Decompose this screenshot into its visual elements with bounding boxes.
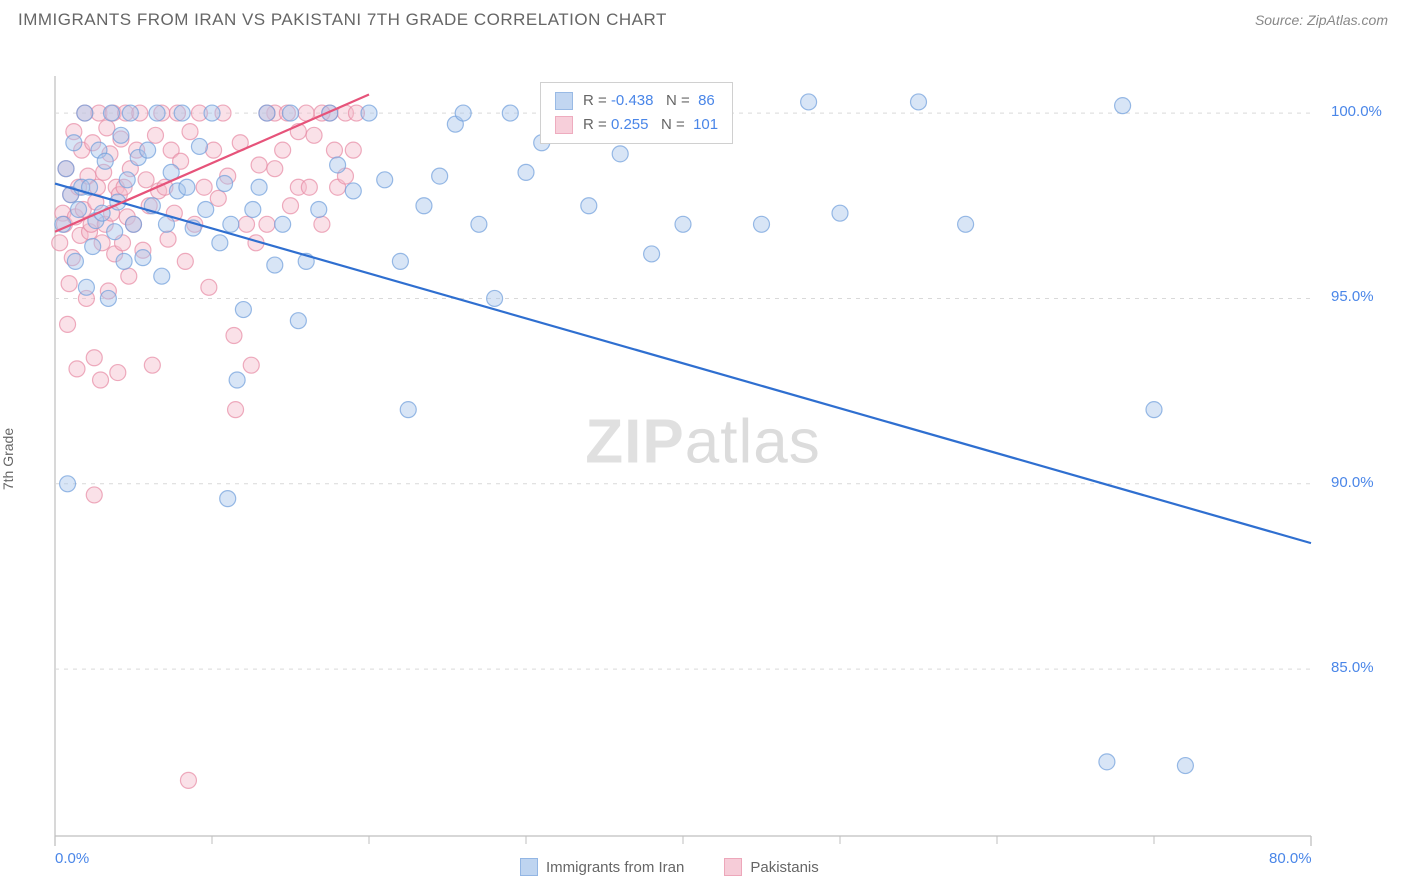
legend-swatch — [520, 858, 538, 876]
y-tick-label: 100.0% — [1331, 103, 1382, 120]
y-tick-label: 90.0% — [1331, 474, 1374, 491]
y-tick-label: 95.0% — [1331, 288, 1374, 305]
chart-area: 7th Grade ZIPatlas R = -0.438 N = 86R = … — [0, 34, 1406, 884]
x-tick-label: 80.0% — [1269, 850, 1312, 867]
legend-stats-box: R = -0.438 N = 86R = 0.255 N = 101 — [540, 82, 733, 144]
x-tick-label: 0.0% — [55, 850, 89, 867]
legend-label: Pakistanis — [750, 859, 818, 876]
y-axis-label: 7th Grade — [0, 428, 16, 490]
legend-swatch — [555, 92, 573, 110]
scatter-chart — [0, 34, 1406, 884]
legend-stat: R = 0.255 N = 101 — [583, 113, 718, 137]
legend-item: Immigrants from Iran — [520, 858, 684, 876]
legend-label: Immigrants from Iran — [546, 859, 684, 876]
legend-swatch — [555, 116, 573, 134]
legend-item: Pakistanis — [724, 858, 818, 876]
legend-stat: R = -0.438 N = 86 — [583, 89, 715, 113]
y-tick-label: 85.0% — [1331, 659, 1374, 676]
legend-swatch — [724, 858, 742, 876]
source-label: Source: ZipAtlas.com — [1255, 12, 1388, 28]
legend-series: Immigrants from Iran Pakistanis — [520, 858, 819, 876]
chart-title: IMMIGRANTS FROM IRAN VS PAKISTANI 7TH GR… — [18, 10, 667, 30]
